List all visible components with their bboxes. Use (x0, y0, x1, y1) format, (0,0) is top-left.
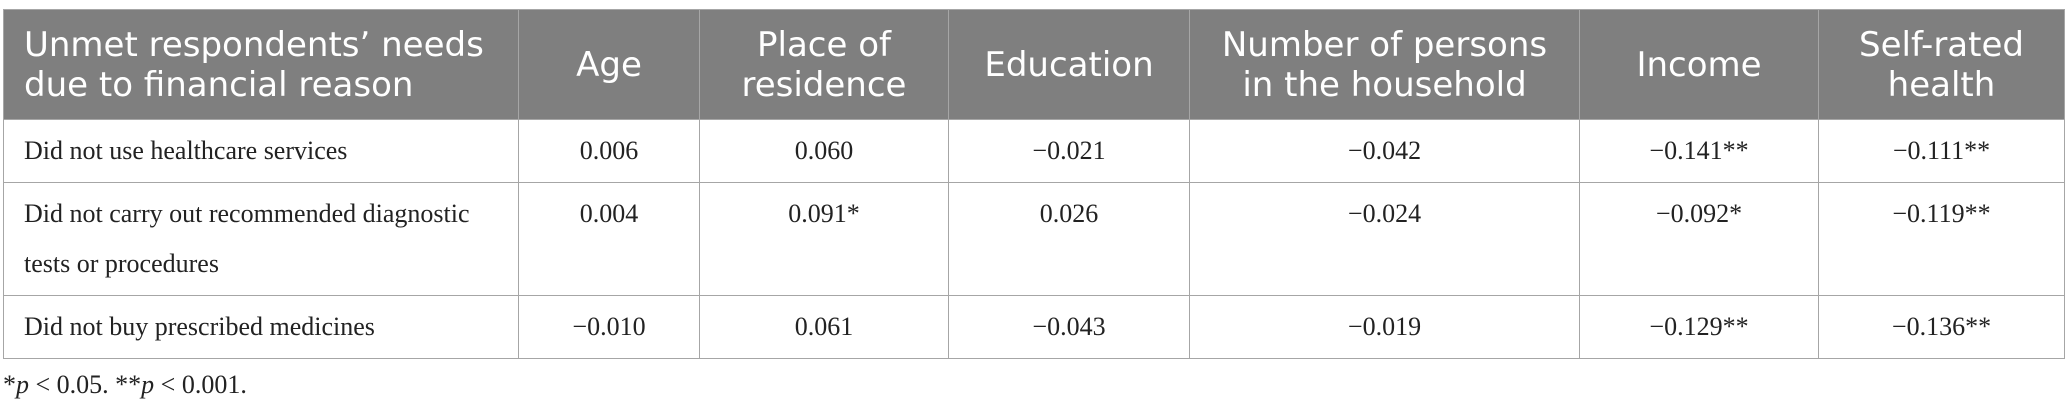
value-cell: 0.061 (699, 295, 949, 359)
header-cell: Self-rated health (1818, 9, 2065, 120)
footnote-part: < 0.001. (154, 370, 247, 399)
value-cell: −0.021 (948, 119, 1190, 183)
footnote-part: p (16, 370, 29, 399)
value-cell: −0.111** (1818, 119, 2065, 183)
table-row: Did not use healthcare services 0.006 0.06… (3, 119, 2065, 183)
table-body: Did not use healthcare services 0.006 0.06… (3, 119, 2065, 359)
header-row: Unmet respondents’ needs due to financia… (3, 9, 2065, 120)
footnote: *p < 0.05. **p < 0.001. (3, 370, 247, 400)
header-cell: Income (1579, 9, 1819, 120)
value-cell: −0.043 (948, 295, 1190, 359)
table-row: Did not carry out recommended diagnostic… (3, 182, 2065, 296)
value-cell: 0.004 (518, 182, 700, 296)
footnote-part: < 0.05. ** (29, 370, 142, 399)
header-cell: Age (518, 9, 700, 120)
value-cell: 0.091* (699, 182, 949, 296)
value-cell: −0.019 (1189, 295, 1580, 359)
row-label: Did not carry out recommended diagnostic… (3, 182, 519, 296)
header-cell: Education (948, 9, 1190, 120)
value-cell: 0.026 (948, 182, 1190, 296)
value-cell: 0.006 (518, 119, 700, 183)
row-label: Did not buy prescribed medicines (3, 295, 519, 359)
value-cell: −0.141** (1579, 119, 1819, 183)
data-table: Unmet respondents’ needs due to financia… (3, 9, 2065, 359)
header-cell: Number of persons in the household (1189, 9, 1580, 120)
value-cell: −0.129** (1579, 295, 1819, 359)
value-cell: −0.092* (1579, 182, 1819, 296)
value-cell: −0.042 (1189, 119, 1580, 183)
row-label: Did not use healthcare services (3, 119, 519, 183)
table-row: Did not buy prescribed medicines −0.010 0.… (3, 295, 2065, 359)
header-cell: Place of residence (699, 9, 949, 120)
value-cell: −0.024 (1189, 182, 1580, 296)
value-cell: −0.119** (1818, 182, 2065, 296)
value-cell: −0.010 (518, 295, 700, 359)
header-cell: Unmet respondents’ needs due to financia… (3, 9, 519, 120)
footnote-part: * (3, 370, 16, 399)
footnote-part: p (141, 370, 155, 399)
value-cell: −0.136** (1818, 295, 2065, 359)
value-cell: 0.060 (699, 119, 949, 183)
